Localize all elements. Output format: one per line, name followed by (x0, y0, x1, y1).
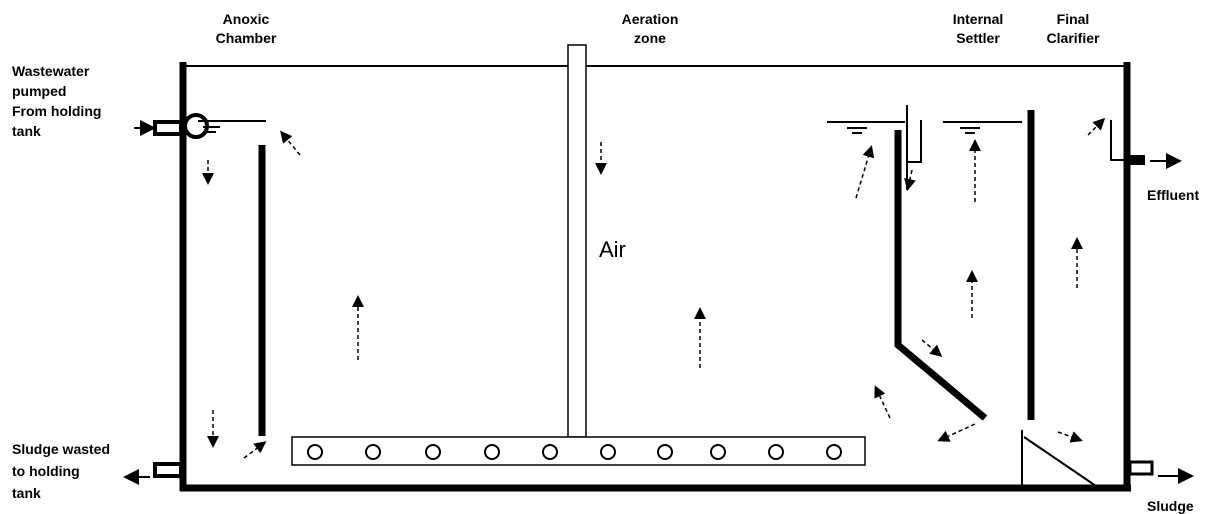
outlet-pipes (123, 153, 1194, 485)
label: Anoxic (223, 11, 270, 27)
label: Chamber (216, 30, 277, 46)
label: Internal (953, 11, 1004, 27)
label: Wastewater (12, 63, 90, 79)
label: Sludge wasted (12, 441, 110, 457)
label: From holding (12, 103, 101, 119)
label: tank (12, 485, 41, 501)
label: Clarifier (1047, 30, 1100, 46)
labels: Anoxic Chamber Aeration zone Internal Settler… (12, 11, 1199, 514)
label: Air (599, 237, 626, 262)
label: Final (1057, 11, 1090, 27)
label: pumped (12, 83, 66, 99)
label: tank (12, 123, 41, 139)
label: Aeration (622, 11, 679, 27)
label: zone (634, 30, 666, 46)
inlet-pipe (134, 113, 209, 139)
label: Sludge (1147, 498, 1194, 514)
baffles (258, 105, 1127, 487)
label: Settler (956, 30, 1000, 46)
label: to holding (12, 463, 80, 479)
tank (179, 62, 1131, 492)
label: Effluent (1147, 187, 1199, 203)
flow-arrows (202, 117, 1106, 459)
aeration-system (291, 44, 866, 466)
water-levels (198, 120, 1022, 134)
